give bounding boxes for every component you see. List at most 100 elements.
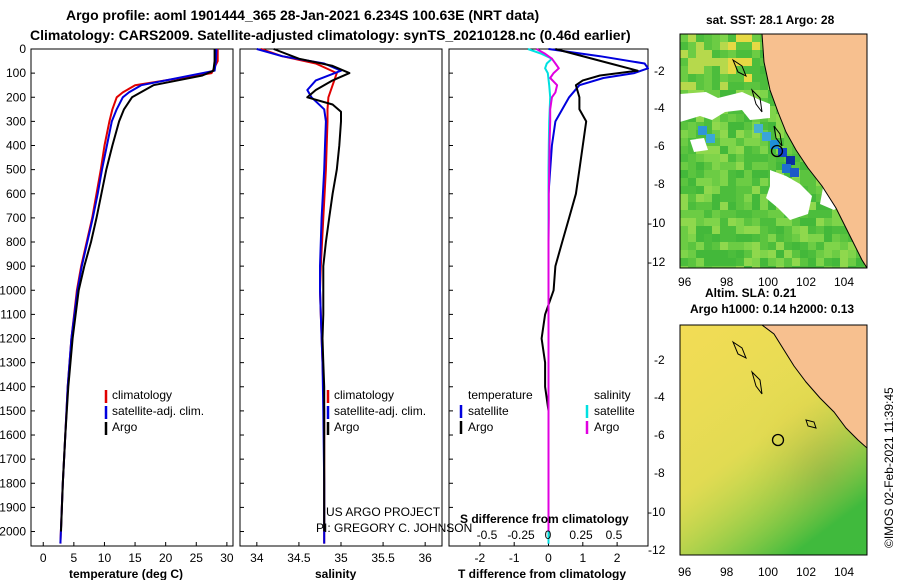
sst-cell bbox=[832, 258, 840, 266]
sst-cell bbox=[688, 210, 696, 218]
sst-cell bbox=[696, 34, 704, 42]
sst-cell bbox=[736, 194, 744, 202]
sst-cell bbox=[832, 234, 840, 242]
x-tick-label: 35 bbox=[334, 551, 348, 565]
sst-cell bbox=[728, 234, 736, 242]
sst-ytick: -12 bbox=[648, 255, 666, 269]
sst-cell bbox=[688, 250, 696, 258]
sst-cell bbox=[816, 226, 824, 234]
sst-cell bbox=[728, 170, 736, 178]
sst-cell bbox=[720, 90, 728, 98]
sst-map-title: sat. SST: 28.1 Argo: 28 bbox=[706, 13, 835, 27]
sst-cell bbox=[680, 74, 688, 82]
sst-xtick: 96 bbox=[678, 275, 692, 289]
temperature-panel-frame bbox=[30, 48, 234, 547]
sst-cell bbox=[752, 66, 760, 74]
sst-cell bbox=[760, 194, 768, 202]
sst-cell bbox=[720, 170, 728, 178]
sst-cell bbox=[744, 130, 752, 138]
sst-cell bbox=[680, 82, 688, 90]
sst-cell bbox=[856, 266, 864, 268]
sst-cell bbox=[744, 218, 752, 226]
sst-cell bbox=[808, 170, 816, 178]
sst-cell bbox=[816, 202, 824, 210]
sst-cell bbox=[816, 250, 824, 258]
pi-label: PI: GREGORY C. JOHNSON bbox=[316, 521, 472, 535]
sst-cell bbox=[696, 186, 704, 194]
sla-map-frame bbox=[679, 324, 868, 556]
sst-cell bbox=[792, 226, 800, 234]
sst-cell bbox=[728, 50, 736, 58]
sla-ytick: -8 bbox=[654, 466, 665, 480]
sst-cell bbox=[696, 170, 704, 178]
sst-cell bbox=[752, 194, 760, 202]
sst-ytick: -2 bbox=[654, 64, 665, 78]
sst-cell bbox=[824, 266, 832, 268]
sst-cell bbox=[728, 194, 736, 202]
legend-label-climatology: climatology bbox=[334, 388, 394, 402]
sst-cell bbox=[744, 258, 752, 266]
depth-tick-label: 800 bbox=[6, 235, 26, 249]
sst-cell bbox=[704, 234, 712, 242]
temperature-axis-label: temperature (deg C) bbox=[69, 567, 183, 580]
sst-cell bbox=[688, 266, 696, 268]
depth-tick-label: 1800 bbox=[0, 476, 26, 490]
sst-cell bbox=[712, 154, 720, 162]
sst-cell bbox=[744, 154, 752, 162]
sst-cell bbox=[680, 186, 688, 194]
sst-cell bbox=[808, 250, 816, 258]
sst-cell bbox=[744, 194, 752, 202]
sst-cell bbox=[720, 218, 728, 226]
sst-cell bbox=[744, 266, 752, 268]
sst-cell bbox=[680, 42, 688, 50]
sst-cell bbox=[808, 186, 816, 194]
sst-cell bbox=[736, 42, 744, 50]
sst-cell bbox=[704, 178, 712, 186]
sst-cell bbox=[816, 194, 824, 202]
depth-tick-label: 1700 bbox=[0, 452, 26, 466]
sst-cell bbox=[824, 234, 832, 242]
sst-cell bbox=[808, 178, 816, 186]
salinity-legend: climatology satellite-adj. clim. Argo bbox=[326, 388, 426, 435]
sst-cell bbox=[752, 210, 760, 218]
sst-cell bbox=[848, 250, 856, 258]
sst-cell bbox=[792, 234, 800, 242]
sst-cell bbox=[736, 130, 744, 138]
legend-label-s-satellite: satellite bbox=[594, 404, 635, 418]
sst-cell bbox=[720, 210, 728, 218]
sst-cell bbox=[784, 250, 792, 258]
sst-cell bbox=[800, 266, 808, 268]
s-difference-ticks: -0.5 -0.25 0 0.25 0.5 bbox=[477, 528, 623, 542]
sst-cell bbox=[736, 34, 744, 42]
sst-cell bbox=[800, 226, 808, 234]
sst-cell bbox=[808, 194, 816, 202]
sst-cell bbox=[752, 146, 760, 154]
sst-cell bbox=[712, 82, 720, 90]
sst-cell bbox=[704, 58, 712, 66]
sst-cell bbox=[728, 82, 736, 90]
sst-cell bbox=[688, 178, 696, 186]
sst-cell bbox=[784, 266, 792, 268]
sst-cell bbox=[768, 130, 776, 138]
sst-cell bbox=[696, 162, 704, 170]
sla-xtick: 104 bbox=[834, 565, 854, 579]
sst-cell bbox=[752, 266, 760, 268]
sst-cell bbox=[752, 130, 760, 138]
sst-cell bbox=[696, 50, 704, 58]
sst-cell bbox=[720, 194, 728, 202]
sst-cell bbox=[776, 258, 784, 266]
sst-cell bbox=[816, 266, 824, 268]
sst-cell bbox=[712, 234, 720, 242]
sst-cell bbox=[680, 130, 688, 138]
sst-cell bbox=[720, 130, 728, 138]
sst-cell bbox=[752, 42, 760, 50]
sst-map bbox=[680, 34, 867, 268]
s-tick-label: 0 bbox=[545, 528, 552, 542]
sst-cell bbox=[688, 34, 696, 42]
sst-cell bbox=[768, 98, 776, 106]
sst-cell bbox=[776, 218, 784, 226]
sst-cell bbox=[752, 242, 760, 250]
sst-cell bbox=[736, 122, 744, 130]
sst-cell bbox=[720, 138, 728, 146]
sst-cell bbox=[704, 170, 712, 178]
